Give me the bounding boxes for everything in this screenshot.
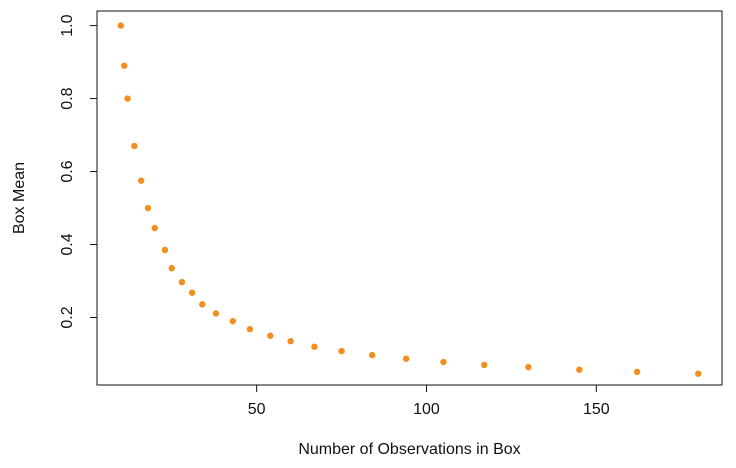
x-axis: 50 100 150 (248, 385, 610, 418)
data-point (144, 204, 152, 212)
data-point (633, 368, 641, 376)
y-tick-label: 0.2 (59, 306, 76, 328)
data-point (229, 317, 237, 325)
data-point (131, 142, 138, 150)
y-axis-label: Box Mean (11, 162, 28, 234)
x-axis-label: Number of Observations in Box (298, 441, 520, 458)
data-point (311, 343, 318, 350)
data-point (188, 289, 196, 296)
data-point (440, 358, 447, 366)
data-point (124, 95, 131, 102)
plot-frame (96, 10, 723, 386)
x-tick-label: 150 (583, 401, 610, 418)
data-point (137, 177, 145, 184)
data-point (161, 246, 169, 254)
data-point (199, 301, 206, 308)
data-point (481, 361, 488, 369)
data-point (212, 310, 220, 317)
y-tick-label: 0.4 (59, 233, 76, 255)
data-point (120, 62, 128, 69)
y-tick-label: 0.8 (59, 87, 76, 109)
data-point (151, 224, 158, 232)
data-point (525, 363, 532, 371)
y-tick-label: 0.6 (59, 160, 76, 182)
y-tick-label: 1.0 (59, 14, 76, 36)
data-point (338, 347, 345, 355)
data-point (368, 351, 376, 359)
data-points (117, 22, 702, 377)
data-point (287, 338, 294, 345)
data-point (168, 265, 175, 272)
data-point (576, 366, 583, 373)
data-point (267, 332, 274, 339)
x-tick-label: 50 (248, 401, 266, 418)
data-point (695, 370, 702, 377)
x-tick-label: 100 (413, 401, 440, 418)
data-point (402, 355, 410, 362)
y-axis: 0.2 0.4 0.6 0.8 1.0 (59, 14, 97, 329)
data-point (117, 22, 124, 29)
data-point (246, 325, 254, 333)
data-point (178, 278, 186, 286)
